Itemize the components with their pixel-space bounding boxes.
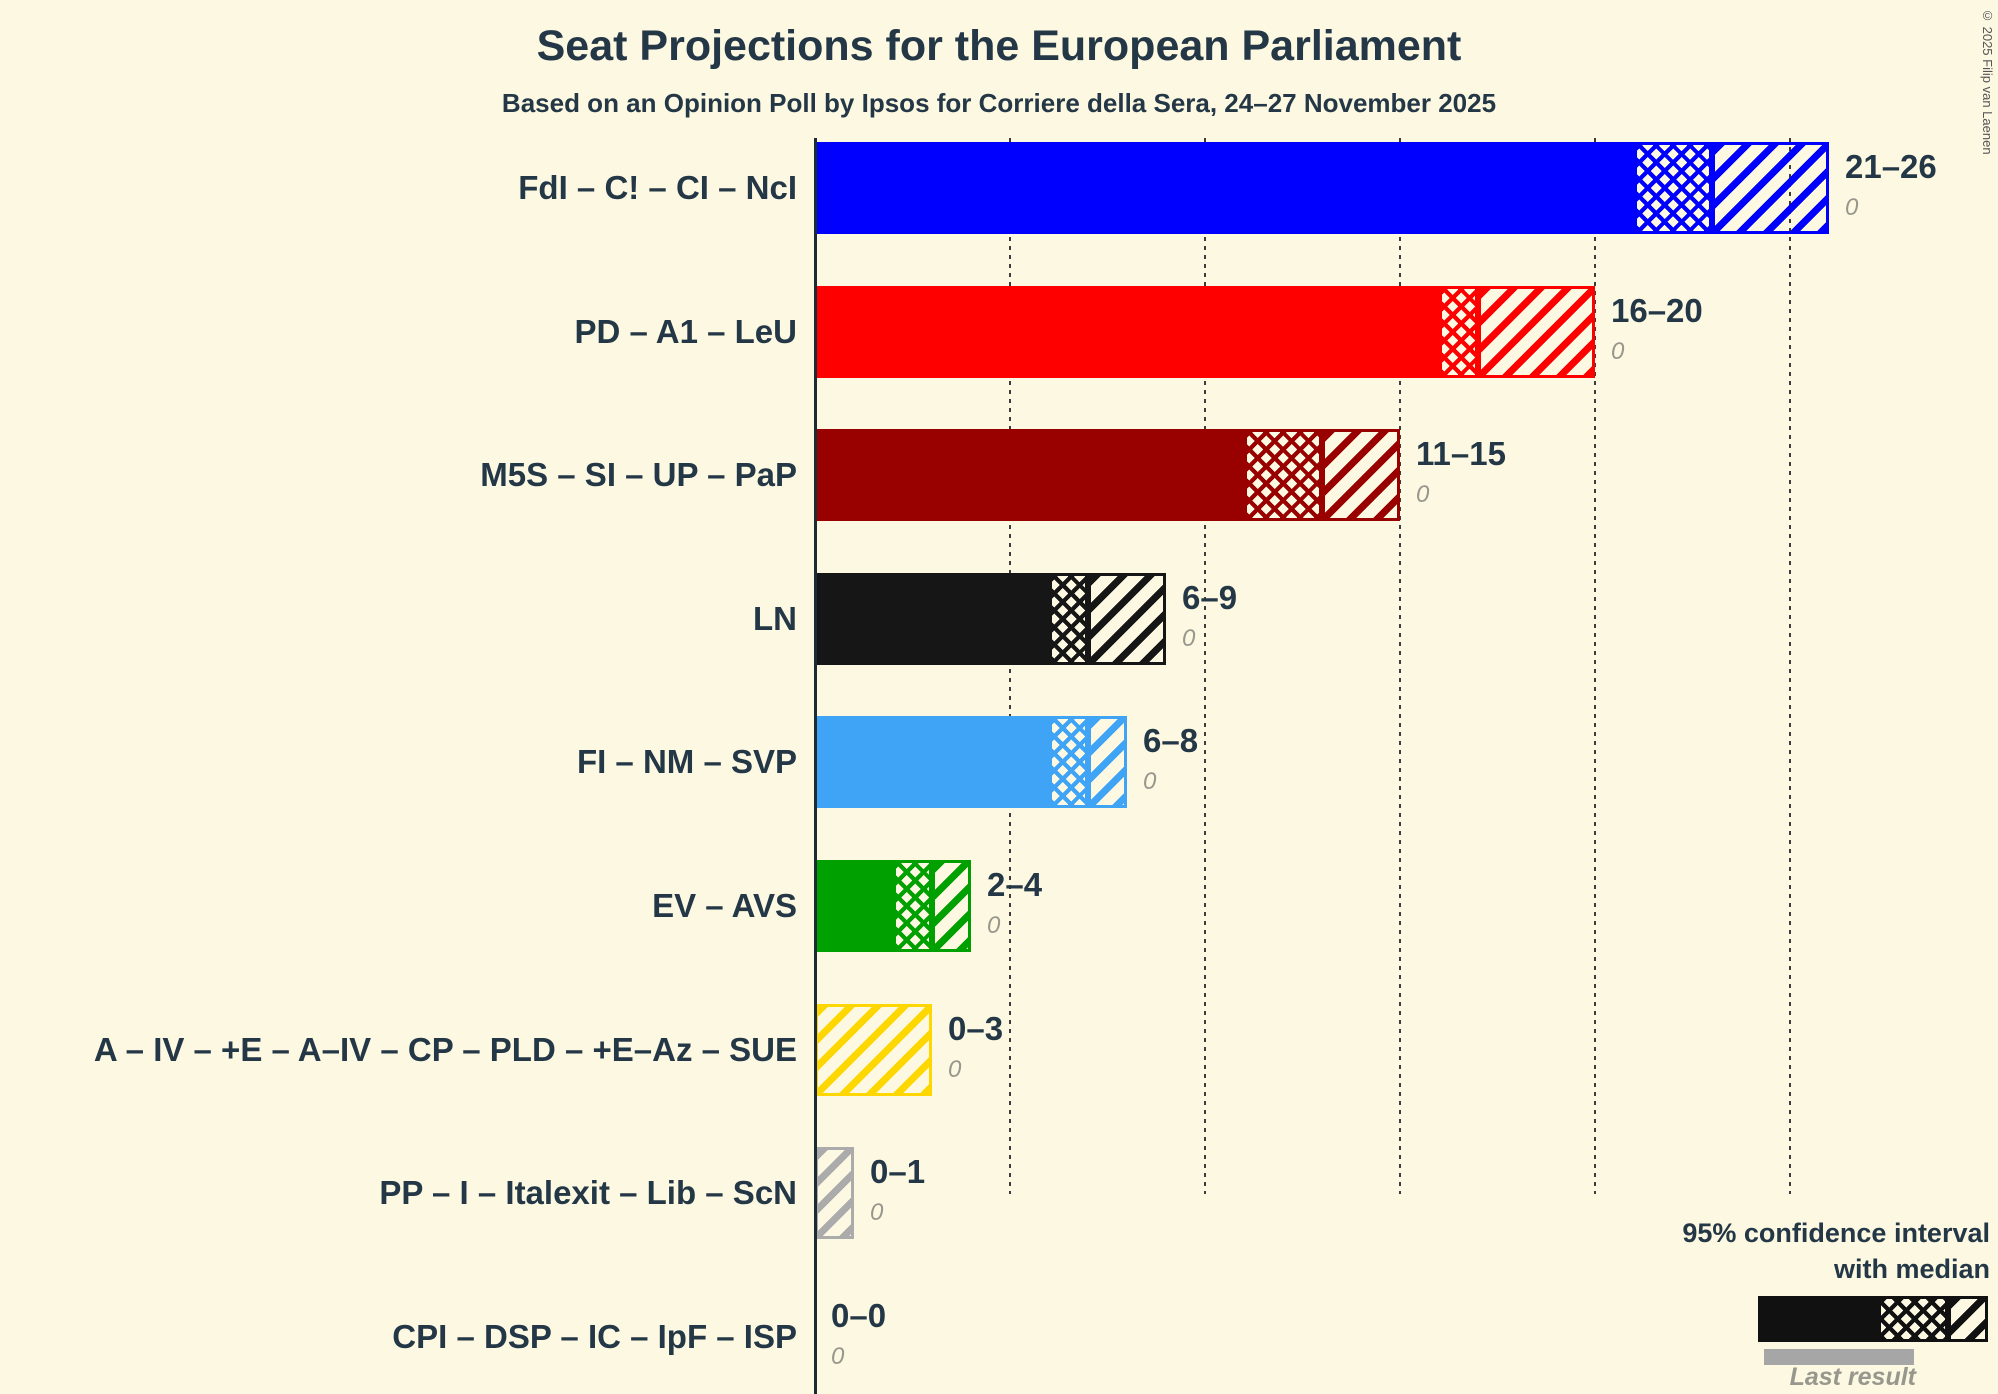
seat-bar — [815, 286, 1595, 378]
bar-solid-segment — [815, 716, 1049, 808]
legend-sample-bar — [1758, 1296, 1994, 1342]
legend-median-crosshatch-segment — [1878, 1296, 1948, 1342]
party-label: LN — [753, 600, 797, 637]
last-result-value: 0 — [948, 1056, 962, 1083]
bar-solid-segment — [815, 142, 1634, 234]
party-label: M5S – SI – UP – PaP — [480, 456, 797, 493]
y-axis-line — [814, 138, 817, 1394]
party-label: FI – NM – SVP — [576, 743, 797, 780]
bar-solid-segment — [815, 429, 1244, 521]
bar-ci-hatch-segment — [1478, 286, 1595, 378]
bar-ci-hatch-segment — [815, 1147, 854, 1239]
range-label: 0–1 — [870, 1153, 926, 1190]
seat-bar — [815, 573, 1166, 665]
gridline-20 — [1594, 138, 1596, 1194]
range-label: 0–0 — [831, 1297, 887, 1334]
legend-ci-label-line2: with median — [1833, 1254, 1990, 1284]
legend-solid-segment — [1758, 1296, 1878, 1342]
range-label: 0–3 — [948, 1010, 1004, 1047]
legend-last-result-bar — [1764, 1349, 1914, 1365]
seat-bar — [815, 142, 1829, 234]
party-label: A – IV – +E – A–IV – CP – PLD – +E–Az – … — [93, 1031, 797, 1068]
seat-bar — [815, 1004, 932, 1096]
copyright-notice: © 2025 Filip van Laenen — [1980, 8, 1995, 155]
bar-median-crosshatch-segment — [1634, 142, 1712, 234]
gridline-15 — [1399, 138, 1401, 1194]
last-result-value: 0 — [870, 1199, 884, 1226]
seat-bar — [815, 1147, 854, 1239]
bar-median-crosshatch-segment — [1049, 716, 1088, 808]
bar-median-crosshatch-segment — [1049, 573, 1088, 665]
legend-last-result-label: Last result — [1789, 1363, 1916, 1391]
seat-bar — [815, 860, 971, 952]
seat-bar — [815, 716, 1127, 808]
party-label: EV – AVS — [652, 887, 797, 924]
legend-ci-label-line1: 95% confidence interval — [1682, 1218, 1990, 1248]
bar-ci-hatch-segment — [1322, 429, 1400, 521]
range-label: 6–8 — [1143, 722, 1199, 759]
bar-median-crosshatch-segment — [893, 860, 932, 952]
last-result-value: 0 — [831, 1343, 845, 1370]
bar-ci-hatch-segment — [1712, 142, 1829, 234]
bar-median-crosshatch-segment — [1439, 286, 1478, 378]
range-label: 21–26 — [1845, 148, 1937, 185]
bar-solid-segment — [815, 860, 893, 952]
bar-solid-segment — [815, 286, 1439, 378]
party-label: PP – I – Italexit – Lib – ScN — [379, 1174, 797, 1211]
last-result-value: 0 — [1143, 768, 1157, 795]
range-label: 2–4 — [987, 866, 1043, 903]
seat-bar — [815, 429, 1400, 521]
legend-ci-hatch-segment — [1948, 1296, 1988, 1342]
last-result-value: 0 — [1845, 194, 1859, 221]
bar-solid-segment — [815, 573, 1049, 665]
bar-median-crosshatch-segment — [1244, 429, 1322, 521]
last-result-value: 0 — [1182, 625, 1196, 652]
bar-ci-hatch-segment — [1088, 573, 1166, 665]
chart-subtitle: Based on an Opinion Poll by Ipsos for Co… — [501, 88, 1497, 118]
range-label: 16–20 — [1611, 292, 1703, 329]
gridline-5 — [1009, 138, 1011, 1194]
party-label: PD – A1 – LeU — [574, 313, 797, 350]
gridline-25 — [1789, 138, 1791, 1194]
range-label: 6–9 — [1182, 579, 1238, 616]
chart-title: Seat Projections for the European Parlia… — [536, 22, 1462, 70]
bar-ci-hatch-segment — [815, 1004, 932, 1096]
bar-ci-hatch-segment — [1088, 716, 1127, 808]
party-label: FdI – C! – CI – NcI — [518, 169, 797, 206]
last-result-value: 0 — [987, 912, 1001, 939]
bar-ci-hatch-segment — [932, 860, 971, 952]
last-result-value: 0 — [1416, 481, 1430, 508]
party-label: CPI – DSP – IC – IpF – ISP — [392, 1318, 797, 1355]
last-result-value: 0 — [1611, 338, 1625, 365]
range-label: 11–15 — [1416, 435, 1506, 472]
gridline-10 — [1204, 138, 1206, 1194]
